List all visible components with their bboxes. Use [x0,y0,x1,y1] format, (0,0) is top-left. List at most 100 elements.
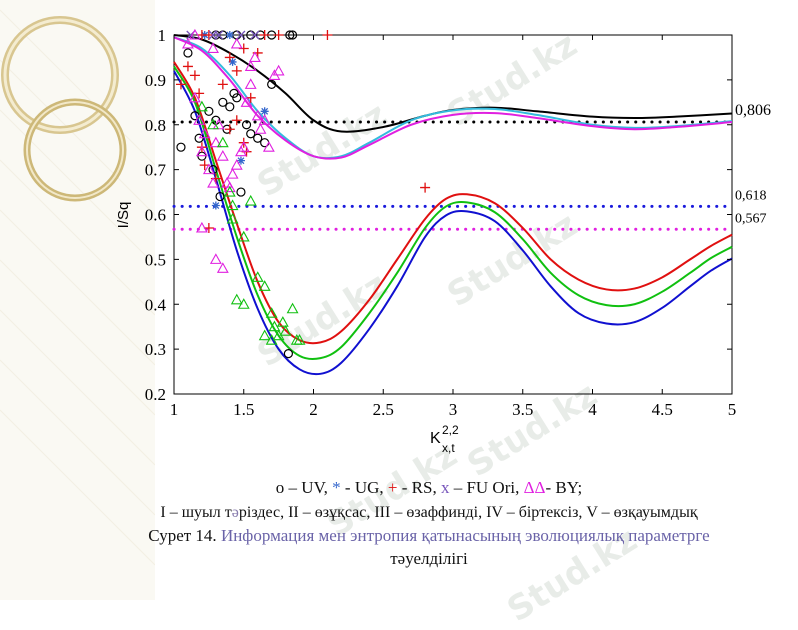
data-point-by [226,212,239,224]
data-point-by [230,159,243,170]
data-point-by [290,334,303,345]
data-point-by [209,253,222,264]
data-point-by [272,64,285,76]
data-point-by [216,136,229,148]
x-tick-label: 5 [728,400,737,419]
data-point-by [216,262,229,273]
data-point-by [188,28,201,40]
data-point-by [226,199,239,211]
y-tick-label: 0.8 [145,116,166,135]
y-axis-label: I/Sq [115,202,132,229]
data-point-by [262,141,275,152]
data-point-by [230,293,243,305]
legend-part: – FU Ori, [449,478,524,497]
data-point-by [258,329,271,341]
data-point-by [230,37,243,49]
data-point-uv [232,93,242,103]
reference-line-label: 0,567 [735,211,767,226]
data-point-rs [322,30,333,40]
data-point-uv [241,120,252,130]
data-point-uv [283,349,293,359]
x-axis-label-sup: 2,2 [442,423,459,437]
data-point-by [237,230,250,242]
data-point-by [286,302,299,314]
figure-caption: Сурет 14. Информация мен энтропия қатына… [148,526,710,545]
data-point-uv [176,142,186,152]
x-tick-label: 2.5 [373,400,394,419]
data-point-by [223,185,236,197]
y-tick-label: 0.2 [145,385,166,404]
data-point-by [195,100,208,112]
x-tick-label: 1.5 [233,400,254,419]
data-point-by [251,271,264,282]
legend-part: - RS, [397,478,441,497]
data-point-rs [189,70,200,81]
plot-area [173,34,733,395]
data-point-by [276,316,289,327]
data-point-by [254,123,267,134]
data-point-rs [224,52,235,63]
series-line-green [173,65,733,361]
data-point-fu-ori [250,30,260,40]
data-point-by [265,307,278,318]
y-tick-label: 0.9 [145,71,166,90]
gold-rings-ornament [1,16,127,202]
data-point-rs [175,79,186,90]
data-point-uv [285,30,295,40]
legend-part: x [440,478,450,497]
data-point-by [258,114,271,125]
data-point-fu-ori [214,30,224,40]
legend-part: - UG, [340,478,388,497]
data-point-ug [211,201,220,210]
legend-part: * [332,478,341,497]
data-point-rs [231,115,242,126]
data-point-rs [273,30,284,40]
data-point-by [244,78,257,89]
data-point-by [182,37,194,49]
data-point-rs [420,182,431,193]
x-tick-label: 4.5 [652,400,673,419]
x-tick-label: 1 [170,400,179,419]
data-point-ug [225,31,234,39]
x-tick-label: 4 [588,400,597,419]
data-point-uv [183,48,193,58]
data-point-by [223,181,236,193]
data-point-by [258,280,271,291]
series-line-cyan [173,36,733,160]
data-point-rs [259,30,270,40]
data-point-by [240,96,253,107]
legend-part: + [387,478,398,497]
data-point-by [209,136,222,148]
data-point-uv [253,133,263,143]
data-point-by [193,114,206,125]
data-point-by [195,145,208,157]
chart: 1 1.5 2 2.5 3 3.5 4 4.5 5 0.2 0.3 0.4 0.5 0.6 0.7 0.8 0… [115,26,771,455]
data-point-rs [217,79,228,90]
decorative-side-strip [0,0,155,600]
y-tick-label: 1 [158,26,167,45]
legend-part: ΔΔ [523,478,546,497]
data-point-rs [182,61,193,72]
y-tick-label: 0.7 [145,161,167,180]
data-point-uv [287,30,298,40]
data-point-rs [224,124,235,135]
data-point-by [188,91,201,103]
x-tick-label: 2 [309,400,318,419]
reference-line-label: 0,618 [735,188,767,203]
data-point-by [244,60,257,71]
reference-line-label: 0,806 [735,102,771,119]
series-line-black [173,34,733,133]
data-point-by [202,163,215,175]
data-point-by [207,42,219,54]
data-point-by [207,176,219,188]
y-tick-label: 0.5 [145,250,166,269]
data-point-uv [267,79,277,89]
series-line-blue [173,70,733,376]
data-point-by [265,334,278,345]
figure-caption-cont: тәуелділігі [390,549,468,568]
x-tick-label: 3.5 [512,400,533,419]
data-point-by [216,150,229,161]
data-point-uv [229,88,239,98]
data-point-by [195,221,208,233]
data-point-by [226,167,239,179]
